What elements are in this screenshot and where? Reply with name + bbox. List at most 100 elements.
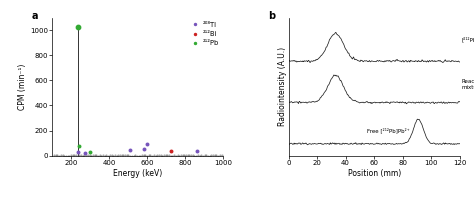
Point (168, 149, 175, 152)
Point (172, 154, 180, 157)
Point (71, 154, 78, 157)
Point (89, 153, 97, 156)
Text: a: a (32, 11, 38, 21)
Point (79, 154, 87, 157)
Point (193, 150, 201, 153)
Point (160, 154, 168, 157)
Point (75, 145, 82, 148)
Point (184, 154, 191, 157)
Point (165, 154, 173, 157)
Point (154, 154, 161, 157)
Point (54, 153, 61, 157)
Point (131, 154, 139, 157)
Point (62, 154, 70, 157)
Point (91, 154, 99, 157)
Text: [²¹²Pb]Pb-FAPI-04: [²¹²Pb]Pb-FAPI-04 (461, 37, 474, 42)
Point (198, 154, 205, 157)
Point (103, 154, 110, 157)
Point (214, 154, 222, 157)
Point (174, 154, 182, 157)
Point (142, 154, 149, 157)
Point (169, 154, 176, 157)
Point (182, 154, 190, 157)
Point (140, 154, 147, 157)
Point (92, 153, 100, 157)
Point (55, 154, 63, 157)
Point (127, 148, 134, 151)
Point (164, 153, 171, 157)
Point (199, 154, 207, 157)
Point (115, 154, 122, 157)
Point (208, 154, 215, 157)
Point (162, 154, 170, 157)
Point (187, 153, 195, 157)
Point (84, 153, 91, 156)
Point (204, 154, 212, 157)
Text: Reaction
mixture: Reaction mixture (461, 79, 474, 90)
Point (130, 154, 137, 157)
Point (170, 154, 178, 157)
Point (181, 154, 188, 157)
Point (69, 154, 76, 157)
Point (50, 153, 58, 157)
Point (104, 154, 112, 157)
X-axis label: Position (mm): Position (mm) (347, 169, 401, 177)
Point (94, 154, 102, 157)
Point (111, 154, 118, 157)
Point (157, 154, 164, 157)
Point (101, 154, 109, 157)
Point (206, 154, 213, 157)
Point (57, 154, 64, 157)
Point (98, 154, 105, 157)
Text: b: b (268, 11, 275, 21)
X-axis label: Energy (keV): Energy (keV) (113, 169, 163, 177)
Point (60, 154, 68, 157)
Point (64, 154, 72, 157)
Point (175, 154, 183, 157)
Point (201, 153, 209, 156)
Point (88, 154, 95, 157)
Y-axis label: CPM (min⁻¹): CPM (min⁻¹) (18, 63, 27, 110)
Point (150, 154, 158, 157)
Point (144, 142, 151, 145)
Point (128, 154, 136, 157)
Point (100, 154, 107, 157)
Point (196, 154, 203, 157)
Point (72, 154, 80, 157)
Point (82, 154, 90, 157)
Point (143, 154, 151, 157)
Point (86, 153, 93, 157)
Point (74, 154, 82, 157)
Point (96, 153, 103, 157)
Text: Free [²¹²Pb]Pb²⁺: Free [²¹²Pb]Pb²⁺ (367, 127, 410, 133)
Point (106, 154, 114, 157)
Point (121, 154, 129, 157)
Point (167, 154, 174, 157)
Point (148, 154, 156, 157)
Point (137, 154, 144, 157)
Point (82, 151, 89, 155)
Point (145, 153, 153, 156)
Point (211, 154, 219, 157)
Point (209, 154, 217, 157)
Point (77, 154, 85, 157)
Point (191, 154, 198, 157)
Point (213, 154, 220, 157)
Point (138, 154, 146, 157)
Point (186, 153, 193, 156)
Point (189, 153, 197, 156)
Point (216, 154, 224, 157)
Point (113, 154, 120, 157)
Point (67, 154, 75, 157)
Point (119, 154, 127, 157)
Point (86, 151, 94, 154)
Point (194, 153, 201, 156)
Point (192, 154, 200, 157)
Point (76, 154, 83, 157)
Point (140, 147, 148, 150)
Point (116, 154, 124, 157)
Legend: ²⁰⁸Tl, ²¹²Bi, ²¹²Pb: ²⁰⁸Tl, ²¹²Bi, ²¹²Pb (187, 21, 220, 47)
Point (108, 154, 115, 157)
Point (123, 154, 130, 157)
Point (59, 154, 66, 157)
